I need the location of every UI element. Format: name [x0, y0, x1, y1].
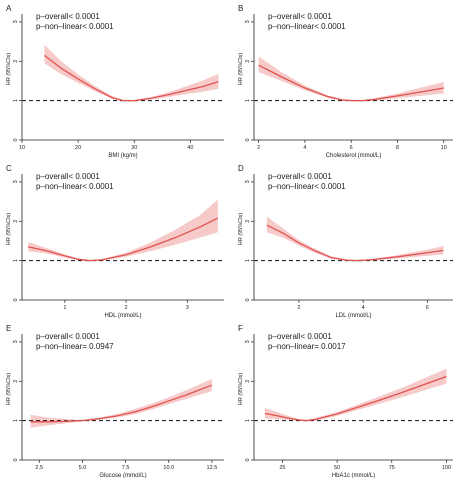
y-tick-label: 2 — [13, 380, 19, 383]
y-tick-label: 1 — [245, 259, 251, 262]
confidence-band — [266, 216, 444, 262]
panel-letter: E — [6, 324, 11, 333]
x-tick-label: 10.0 — [163, 465, 174, 471]
x-tick-label: 3 — [186, 305, 189, 311]
x-tick-label: 2 — [297, 305, 300, 311]
y-tick-label: 3 — [245, 20, 251, 23]
x-tick-label: 7.5 — [122, 465, 130, 471]
y-tick-label: 3 — [13, 180, 19, 183]
panel-letter: F — [238, 324, 243, 333]
p-nonlinear: p–non–linear< 0.0001 — [36, 182, 114, 191]
x-tick-label: 20 — [75, 145, 81, 151]
y-tick-label: 2 — [13, 220, 19, 223]
y-tick-label: 0 — [13, 298, 19, 301]
p-nonlinear: p–non–linear= 0.0947 — [36, 342, 114, 351]
hr-curve — [30, 384, 213, 423]
y-tick-label: 3 — [245, 180, 251, 183]
y-tick-label: 0 — [245, 138, 251, 141]
x-tick-label: 2 — [257, 145, 260, 151]
x-tick-label: 30 — [131, 145, 137, 151]
y-tick-label: 0 — [13, 138, 19, 141]
confidence-band — [264, 368, 447, 422]
x-axis-label: BMI (kg/m) — [108, 153, 137, 159]
y-axis-label: HR (95%CIs) — [238, 53, 244, 86]
x-tick-label: 2 — [125, 305, 128, 311]
y-axis-label: HR (95%CIs) — [238, 373, 244, 406]
p-overall: p–overall< 0.0001 — [268, 332, 332, 341]
y-tick-label: 0 — [245, 458, 251, 461]
x-tick-label: 75 — [389, 465, 395, 471]
confidence-band — [44, 44, 219, 102]
x-tick-label: 10 — [19, 145, 25, 151]
x-tick-label: 10 — [441, 145, 447, 151]
y-tick-label: 1 — [13, 99, 19, 102]
y-axis-label: HR (95%CIs) — [6, 373, 12, 406]
x-axis-label: HbA1c (mmol/L) — [332, 473, 375, 478]
panel-letter: C — [6, 164, 12, 173]
p-nonlinear: p–non–linear< 0.0001 — [36, 22, 114, 31]
y-tick-label: 1 — [245, 99, 251, 102]
x-tick-label: 25 — [279, 465, 285, 471]
panel-letter: A — [6, 4, 12, 13]
y-tick-label: 2 — [245, 60, 251, 63]
y-tick-label: 2 — [245, 220, 251, 223]
y-tick-label: 2 — [245, 380, 251, 383]
p-overall: p–overall< 0.0001 — [36, 172, 100, 181]
x-tick-label: 50 — [334, 465, 340, 471]
y-tick-label: 3 — [245, 340, 251, 343]
y-tick-label: 1 — [13, 419, 19, 422]
panel-letter: D — [238, 164, 244, 173]
x-tick-label: 1 — [63, 305, 66, 311]
y-axis-label: HR (95%CIs) — [6, 213, 12, 246]
hr-curve — [258, 64, 444, 102]
x-tick-label: 40 — [187, 145, 193, 151]
hr-curve — [27, 217, 219, 262]
x-tick-label: 100 — [442, 465, 451, 471]
hr-curve — [264, 375, 447, 422]
panel-e: 0 1 2 3 2.5 5.0 7.5 10.0 12.5 Ep–overall< 0.0001p… — [6, 324, 224, 478]
y-axis-label: HR (95%CIs) — [6, 53, 12, 86]
p-nonlinear: p–non–linear< 0.0001 — [268, 182, 346, 191]
y-tick-label: 3 — [13, 20, 19, 23]
y-tick-label: 2 — [13, 60, 19, 63]
y-tick-label: 0 — [245, 298, 251, 301]
x-tick-label: 12.5 — [207, 465, 218, 471]
x-axis-label: HDL (mmol/L) — [104, 313, 141, 319]
y-axis-label: HR (95%CIs) — [238, 213, 244, 246]
x-tick-label: 5.0 — [79, 465, 87, 471]
x-tick-label: 4 — [362, 305, 365, 311]
p-overall: p–overall< 0.0001 — [36, 332, 100, 341]
confidence-band — [28, 199, 218, 262]
hr-curve — [44, 54, 219, 102]
y-tick-label: 1 — [13, 259, 19, 262]
confidence-band — [258, 56, 444, 102]
hr-curve — [266, 224, 444, 262]
x-tick-label: 6 — [426, 305, 429, 311]
y-tick-label: 1 — [245, 419, 251, 422]
x-axis-label: Glucose (mmol/L) — [99, 473, 146, 478]
x-axis-label: Cholesterol (mmol/L) — [326, 153, 382, 159]
x-tick-label: 2.5 — [35, 465, 43, 471]
x-axis-label: LDL (mmol/L) — [335, 313, 371, 319]
panel-b: 0 1 2 3 2 4 6 8 10 Bp–overall< 0.0001p–non–linear… — [238, 4, 453, 159]
panel-f: 0 1 2 3 25 50 75 100 Fp–overall< 0.0001p–non–lin… — [238, 324, 453, 478]
x-tick-label: 8 — [396, 145, 399, 151]
panel-a: 0 1 2 3 10 20 30 40 Ap–overall< 0.0001p–non–line… — [6, 4, 224, 159]
confidence-band — [30, 378, 212, 428]
p-overall: p–overall< 0.0001 — [36, 12, 100, 21]
panel-letter: B — [238, 4, 243, 13]
p-nonlinear: p–non–linear< 0.0001 — [268, 22, 346, 31]
y-tick-label: 3 — [13, 340, 19, 343]
x-tick-label: 6 — [350, 145, 353, 151]
p-overall: p–overall< 0.0001 — [268, 12, 332, 21]
y-tick-label: 0 — [13, 458, 19, 461]
p-nonlinear: p–non–linear= 0.0017 — [268, 342, 346, 351]
p-overall: p–overall< 0.0001 — [268, 172, 332, 181]
x-tick-label: 4 — [303, 145, 306, 151]
